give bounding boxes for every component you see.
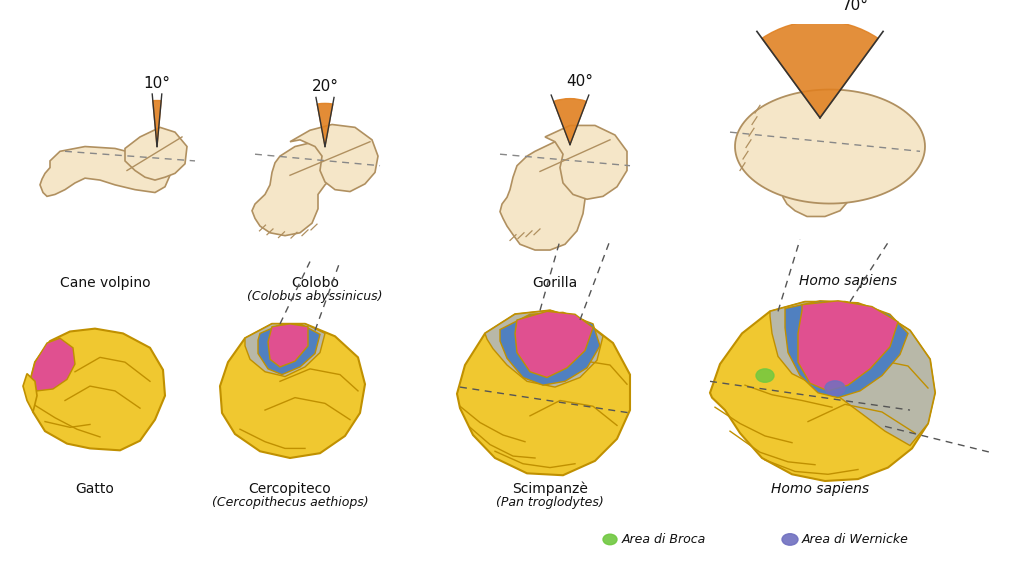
Ellipse shape xyxy=(825,381,845,395)
Polygon shape xyxy=(735,89,925,203)
Polygon shape xyxy=(710,302,935,481)
Polygon shape xyxy=(245,324,325,376)
Ellipse shape xyxy=(603,534,617,545)
Text: Gorilla: Gorilla xyxy=(532,276,578,290)
Polygon shape xyxy=(545,125,627,199)
Text: Area di Wernicke: Area di Wernicke xyxy=(802,533,909,546)
Text: 70°: 70° xyxy=(842,0,868,13)
Wedge shape xyxy=(762,21,878,118)
Polygon shape xyxy=(798,301,898,391)
Text: 20°: 20° xyxy=(311,79,339,94)
Ellipse shape xyxy=(782,533,798,545)
Text: Scimpanzè: Scimpanzè xyxy=(512,482,588,496)
Polygon shape xyxy=(252,142,342,236)
Text: Gatto: Gatto xyxy=(76,482,115,496)
Text: Homo sapiens: Homo sapiens xyxy=(771,482,869,496)
Polygon shape xyxy=(290,124,378,191)
Polygon shape xyxy=(500,312,600,385)
Polygon shape xyxy=(40,147,170,197)
Text: 40°: 40° xyxy=(566,74,594,89)
Text: (Pan troglodytes): (Pan troglodytes) xyxy=(496,496,604,509)
Polygon shape xyxy=(457,311,630,475)
Polygon shape xyxy=(30,338,75,391)
Polygon shape xyxy=(30,329,165,450)
Polygon shape xyxy=(765,150,850,217)
Polygon shape xyxy=(785,301,908,398)
Wedge shape xyxy=(317,103,333,147)
Polygon shape xyxy=(485,311,603,387)
Ellipse shape xyxy=(756,369,774,382)
Wedge shape xyxy=(554,99,587,144)
Text: Area di Broca: Area di Broca xyxy=(622,533,707,546)
Text: (Cercopithecus aethiops): (Cercopithecus aethiops) xyxy=(212,496,369,509)
Text: Homo sapiens: Homo sapiens xyxy=(799,274,897,288)
Polygon shape xyxy=(23,374,37,412)
Text: Cane volpino: Cane volpino xyxy=(59,276,151,290)
Polygon shape xyxy=(770,302,935,446)
Polygon shape xyxy=(268,324,308,367)
Text: 10°: 10° xyxy=(143,76,171,91)
Text: Cercopiteco: Cercopiteco xyxy=(249,482,332,496)
Polygon shape xyxy=(500,139,603,250)
Polygon shape xyxy=(125,127,187,180)
Polygon shape xyxy=(515,311,593,378)
Text: Colobo: Colobo xyxy=(291,276,339,290)
Text: (Colobus abyssinicus): (Colobus abyssinicus) xyxy=(247,291,383,303)
Wedge shape xyxy=(153,100,161,147)
Polygon shape xyxy=(220,324,365,458)
Polygon shape xyxy=(258,325,319,375)
